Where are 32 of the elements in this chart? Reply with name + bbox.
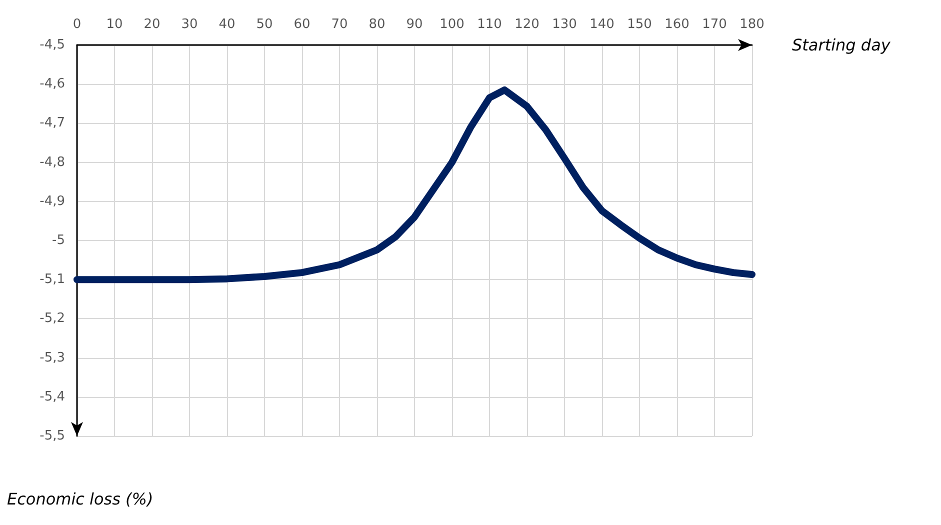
y-tick-label: -5,5: [40, 428, 65, 444]
x-tick-label: 160: [664, 17, 690, 32]
x-tick-label: 30: [181, 17, 198, 32]
y-tick-label: -4,6: [40, 76, 65, 92]
y-axis-title: Economic loss (%): [7, 490, 154, 508]
y-tick-label: -4,9: [40, 194, 65, 209]
y-tick-label: -5,2: [40, 311, 65, 326]
x-tick-label: 90: [406, 17, 423, 32]
y-tick-label: -5,1: [40, 272, 65, 288]
x-tick-label: 40: [218, 17, 236, 32]
y-tick-label: -4,5: [40, 38, 65, 52]
x-tick-label: 70: [331, 17, 348, 32]
x-tick-label: 170: [702, 17, 727, 32]
x-tick-label: 10: [106, 17, 123, 32]
x-tick-label: 180: [740, 17, 764, 32]
x-tick-label: 150: [627, 17, 652, 32]
x-tick-label: 60: [294, 17, 310, 32]
x-tick-label: 100: [440, 17, 464, 32]
x-tick-label: 80: [368, 17, 386, 32]
x-tick-label: 140: [590, 17, 614, 32]
x-tick-label: 110: [477, 17, 502, 32]
y-tick-label: -4,7: [40, 116, 65, 131]
x-tick-label: 120: [514, 17, 540, 32]
y-tick-label: -5: [52, 233, 65, 248]
x-tick-label: 20: [144, 17, 160, 32]
x-tick-label: 50: [256, 17, 273, 32]
x-tick-label: 130: [552, 17, 577, 32]
y-tick-label: -5,3: [40, 350, 65, 366]
x-tick-label: 0: [72, 17, 82, 32]
x-axis-title: Starting day: [792, 36, 891, 54]
y-tick-label: -5,4: [40, 389, 65, 404]
y-tick-label: -4,8: [40, 154, 65, 170]
